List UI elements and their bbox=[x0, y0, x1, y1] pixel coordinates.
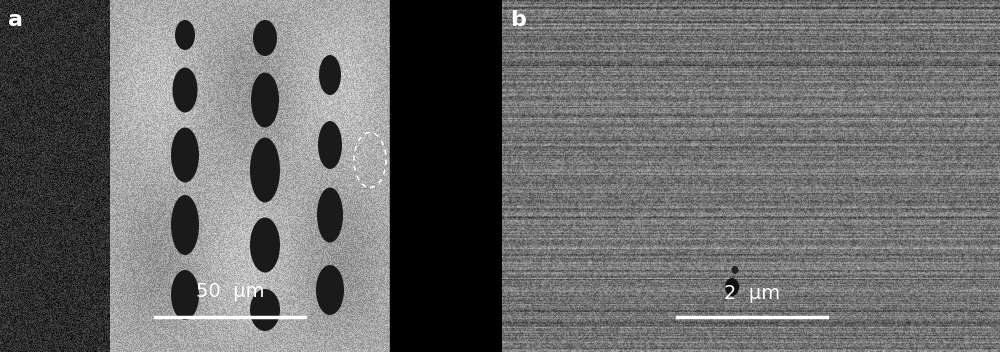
Ellipse shape bbox=[318, 121, 342, 169]
Ellipse shape bbox=[253, 20, 277, 56]
Ellipse shape bbox=[317, 188, 343, 243]
Ellipse shape bbox=[171, 270, 199, 320]
Text: 50  μm: 50 μm bbox=[196, 282, 264, 301]
Ellipse shape bbox=[175, 20, 195, 50]
Bar bbox=[390, 0, 500, 352]
Ellipse shape bbox=[173, 68, 198, 113]
Text: 2  μm: 2 μm bbox=[724, 284, 780, 303]
Ellipse shape bbox=[250, 218, 280, 272]
Text: b: b bbox=[510, 10, 526, 30]
Ellipse shape bbox=[250, 289, 280, 331]
Ellipse shape bbox=[732, 266, 738, 274]
Ellipse shape bbox=[171, 127, 199, 182]
Ellipse shape bbox=[250, 138, 280, 202]
Ellipse shape bbox=[319, 55, 341, 95]
Ellipse shape bbox=[725, 278, 739, 296]
Ellipse shape bbox=[316, 265, 344, 315]
Ellipse shape bbox=[171, 195, 199, 255]
Text: a: a bbox=[8, 10, 23, 30]
Ellipse shape bbox=[251, 73, 279, 127]
